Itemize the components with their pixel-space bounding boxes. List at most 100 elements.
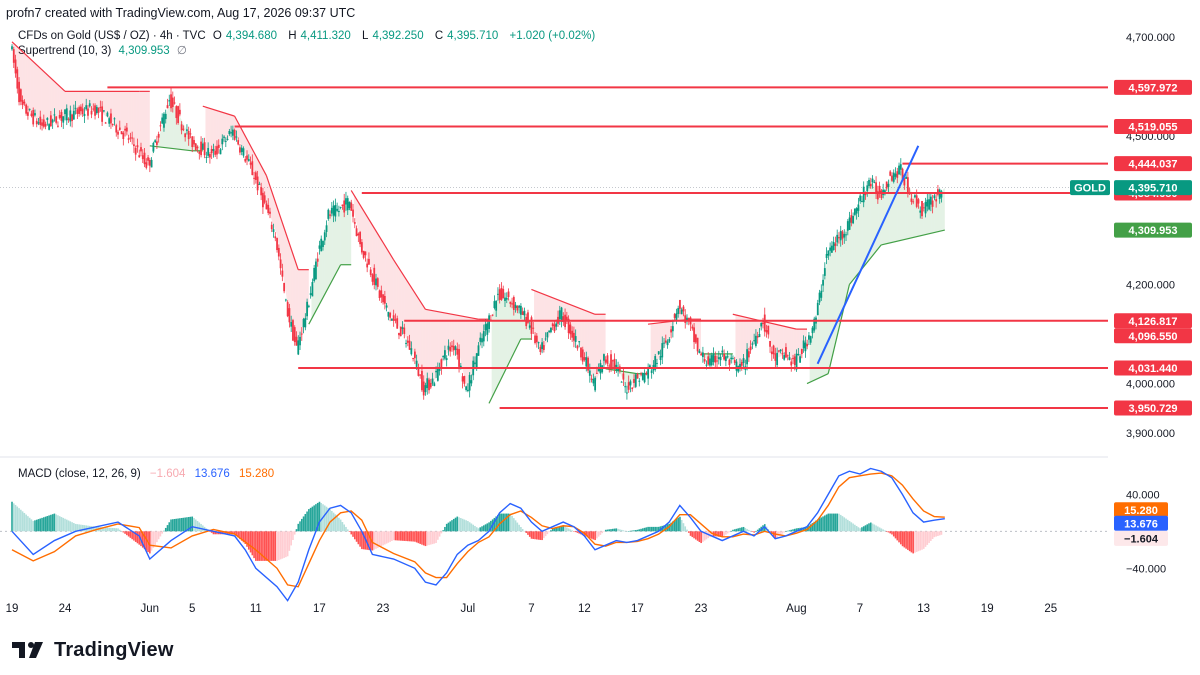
macd-histogram-bar xyxy=(429,531,432,545)
candle-body xyxy=(477,345,480,356)
supertrend-fill xyxy=(205,107,209,153)
candle-body xyxy=(288,308,291,323)
macd-histogram-bar xyxy=(111,527,114,532)
macd-histogram-bar xyxy=(594,531,596,541)
supertrend-title[interactable]: Supertrend (10, 3) xyxy=(18,45,112,57)
candle-body xyxy=(27,112,29,116)
candle-body xyxy=(862,186,865,203)
supertrend-fill xyxy=(595,314,598,384)
macd-histogram-bar xyxy=(186,517,188,532)
candle-body xyxy=(265,203,268,210)
macd-histogram-bar xyxy=(521,528,524,532)
macd-histogram-bar xyxy=(385,531,388,544)
macd-histogram-bar xyxy=(751,531,754,532)
candle-body xyxy=(673,314,676,318)
date-axis-tick: 5 xyxy=(189,603,195,615)
macd-histogram-bar xyxy=(783,531,785,533)
macd-histogram-bar xyxy=(309,507,312,532)
price-axis-tick: 4,000.000 xyxy=(1126,379,1175,391)
macd-histogram-bar xyxy=(627,531,630,532)
macd-histogram-bar xyxy=(431,531,434,545)
chart-canvas[interactable]: 3,900.0004,000.0004,200.0004,500.0004,70… xyxy=(0,0,1200,630)
candle-body xyxy=(178,109,181,115)
candle-body xyxy=(573,332,575,341)
candle-body xyxy=(124,128,126,131)
candle-body xyxy=(110,113,112,124)
symbol-title[interactable]: CFDs on Gold (US$ / OZ) · 4h · TVC xyxy=(18,30,206,42)
candle-body xyxy=(716,360,718,362)
candle-body xyxy=(269,211,271,214)
supertrend-fill xyxy=(502,295,505,377)
candle-body xyxy=(115,125,118,133)
macd-histogram-bar xyxy=(530,531,533,539)
supertrend-line-down xyxy=(393,259,426,310)
macd-histogram-bar xyxy=(861,527,863,532)
supertrend-fill xyxy=(430,310,434,384)
candle-body xyxy=(90,110,93,115)
macd-histogram-bar xyxy=(940,531,943,535)
candle-body xyxy=(488,315,490,329)
candle-body xyxy=(320,238,323,252)
supertrend-fill xyxy=(319,244,323,305)
candle-body xyxy=(583,357,586,360)
macd-histogram-bar xyxy=(447,522,450,532)
macd-histogram-bar xyxy=(316,502,319,532)
macd-histogram-bar xyxy=(122,531,125,533)
macd-histogram-bar xyxy=(928,531,930,543)
candle-body xyxy=(702,352,704,358)
candle-body xyxy=(841,231,844,239)
candle-body xyxy=(876,191,879,200)
macd-histogram-bar xyxy=(880,528,883,532)
macd-histogram-bar xyxy=(267,531,270,561)
macd-histogram-bar xyxy=(410,531,413,542)
candle-body xyxy=(157,133,160,138)
macd-histogram-bar xyxy=(329,509,331,532)
candle-body xyxy=(924,201,927,214)
candle-body xyxy=(444,350,446,359)
candle-body xyxy=(35,120,38,125)
candle-body xyxy=(111,123,114,126)
macd-histogram-bar xyxy=(101,527,103,532)
supertrend-fill xyxy=(883,185,887,245)
candle-body xyxy=(97,107,100,113)
candle-body xyxy=(67,118,70,120)
candle-body xyxy=(272,229,275,232)
supertrend-fill xyxy=(624,371,627,389)
macd-histogram-bar xyxy=(445,523,448,532)
candle-body xyxy=(491,314,494,316)
macd-histogram-bar xyxy=(200,523,202,532)
candle-body xyxy=(173,102,176,104)
macd-histogram-bar xyxy=(189,516,192,532)
candle-body xyxy=(387,311,390,317)
macd-histogram-bar xyxy=(631,530,634,532)
macd-histogram-bar xyxy=(380,531,383,547)
candle-body xyxy=(359,232,362,245)
candle-body xyxy=(147,157,149,161)
macd-histogram-bar xyxy=(795,528,798,532)
supertrend-fill xyxy=(380,238,383,300)
candle-body xyxy=(622,373,625,380)
macd-histogram-bar xyxy=(46,516,49,532)
candle-body xyxy=(922,207,925,209)
supertrend-fill xyxy=(600,314,603,372)
candle-body xyxy=(155,141,158,145)
macd-histogram-bar xyxy=(350,531,353,535)
candle-body xyxy=(445,358,448,360)
supertrend-fill xyxy=(534,290,537,340)
supertrend-fill xyxy=(353,194,357,223)
candle-body xyxy=(707,356,710,365)
candle-body xyxy=(929,196,932,205)
macd-histogram-bar xyxy=(422,531,425,546)
candle-body xyxy=(65,108,68,121)
candle-body xyxy=(295,336,298,346)
supertrend-fill xyxy=(364,212,368,258)
supertrend-fill xyxy=(369,220,373,270)
candle-body xyxy=(756,336,759,338)
macd-title[interactable]: MACD (close, 12, 26, 9) xyxy=(18,468,141,480)
candle-body xyxy=(223,136,225,138)
candle-body xyxy=(631,387,634,390)
candle-body xyxy=(399,326,402,337)
macd-histogram-bar xyxy=(468,522,471,532)
ohlc-row: CFDs on Gold (US$ / OZ) · 4h · TVC O 4,39… xyxy=(18,29,599,44)
macd-histogram-bar xyxy=(832,513,835,532)
